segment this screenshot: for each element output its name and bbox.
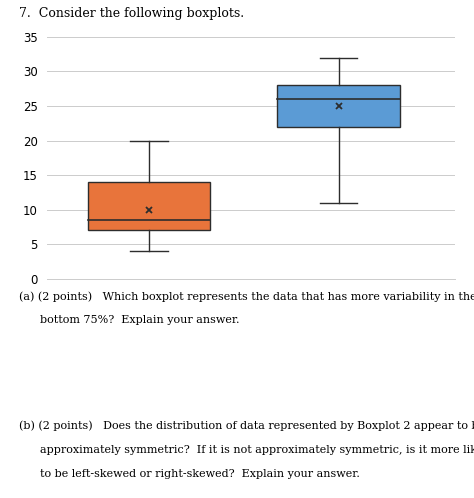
Text: (b) (2 points)   Does the distribution of data represented by Boxplot 2 appear t: (b) (2 points) Does the distribution of … [19,421,474,431]
Text: (a) (2 points)   Which boxplot represents the data that has more variability in : (a) (2 points) Which boxplot represents … [19,291,474,302]
Bar [88,182,210,231]
Text: bottom 75%?  Explain your answer.: bottom 75%? Explain your answer. [19,315,239,325]
Text: 7.  Consider the following boxplots.: 7. Consider the following boxplots. [19,7,244,20]
Text: approximately symmetric?  If it is not approximately symmetric, is it more likel: approximately symmetric? If it is not ap… [19,445,474,455]
Text: to be left-skewed or right-skewed?  Explain your answer.: to be left-skewed or right-skewed? Expla… [19,469,360,479]
Bar [277,85,400,126]
